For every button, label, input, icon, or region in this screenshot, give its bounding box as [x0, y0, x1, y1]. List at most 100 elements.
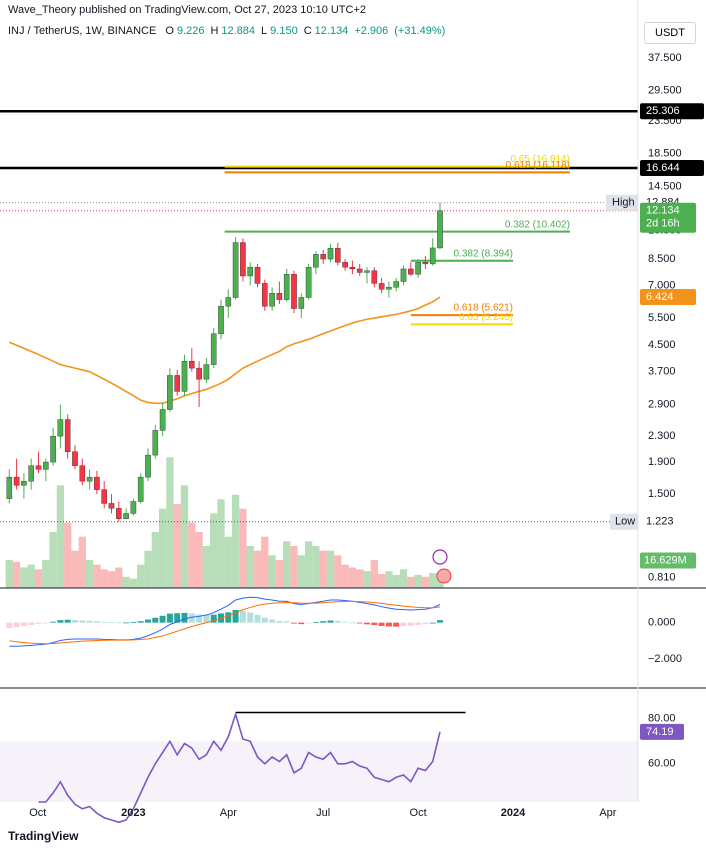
candle-body [225, 297, 232, 307]
volume-bar [49, 532, 57, 588]
candle-body [57, 419, 64, 437]
candle-body [167, 375, 173, 410]
x-tick-label: 2023 [121, 807, 145, 819]
candle-body [79, 465, 86, 482]
candle-body [429, 247, 436, 265]
candle-body [276, 293, 283, 300]
macd-line [9, 596, 441, 647]
volume-bar [93, 564, 101, 588]
candle-body [262, 283, 268, 307]
candle-body [298, 297, 305, 309]
currency-button[interactable]: USDT [644, 22, 696, 44]
candle-body [305, 267, 312, 298]
volume-bar [166, 457, 174, 588]
volume-bar [356, 569, 364, 588]
macd-histogram-bar [320, 621, 327, 623]
macd-histogram-bar [188, 613, 195, 623]
candle-body [123, 513, 129, 519]
candle-body [342, 262, 348, 268]
macd-histogram-bar [210, 614, 217, 623]
candle-body [21, 480, 27, 486]
y-tick-label: 5.500 [648, 312, 676, 324]
x-tick-label: Oct [410, 807, 427, 819]
volume-bar [341, 564, 349, 588]
volume-bar [100, 569, 108, 588]
macd-histogram-bar [130, 622, 137, 623]
volume-bar [12, 561, 21, 588]
volume-bar [268, 555, 276, 588]
volume-bar [334, 555, 342, 588]
volume-bar [399, 569, 408, 588]
candle-body [108, 503, 115, 509]
macd-histogram-bar [342, 621, 349, 623]
candle-body [240, 242, 246, 277]
low-tag-bg [610, 513, 638, 530]
volume-bar [20, 567, 28, 588]
volume-bar [137, 564, 145, 588]
volume-bar [115, 567, 123, 588]
candle-body [283, 274, 290, 300]
volume-bar [27, 564, 35, 588]
macd-histogram-bar [108, 622, 115, 623]
y-tick-label: 1.900 [648, 456, 676, 468]
y-tick-label: 8.500 [648, 253, 676, 265]
volume-bar [188, 522, 196, 588]
volume-bar [421, 576, 430, 588]
macd-histogram-bar [232, 609, 239, 623]
price-badge: 16.644 [646, 162, 680, 174]
candle-body [371, 270, 378, 284]
macd-histogram-bar [115, 622, 122, 624]
volume-bar [363, 571, 371, 588]
candle-body [174, 375, 181, 392]
volume-bar [144, 550, 152, 588]
macd-line [9, 600, 441, 645]
macd-histogram-bar [305, 622, 312, 624]
last-price: 12.134 [646, 205, 680, 217]
legend: INJ / TetherUS, 1W, BINANCE O 9.226 H 12.8… [8, 25, 448, 37]
candle-body [313, 254, 319, 268]
macd-histogram-bar [276, 621, 283, 623]
high-tag: High [612, 197, 635, 209]
footer-logo: TradingView [8, 829, 79, 843]
macd-histogram-bar [86, 620, 93, 623]
volume-bar [414, 574, 422, 588]
macd-histogram-bar [261, 617, 268, 623]
candle-body [335, 248, 341, 263]
candle-body [152, 430, 159, 456]
macd-histogram-bar [166, 613, 173, 623]
symbol: INJ / TetherUS, 1W, BINANCE [8, 25, 157, 37]
countdown: 2d 16h [646, 218, 680, 230]
macd-histogram-bar [385, 622, 392, 627]
volume-bar [107, 571, 116, 588]
macd-histogram-bar [93, 621, 100, 623]
volume-bar [129, 578, 138, 588]
y-tick-label: 37.500 [648, 52, 682, 64]
candle-body [35, 465, 42, 470]
y-tick-label: 7.000 [648, 279, 676, 291]
volume-bar [173, 504, 181, 588]
macd-histogram-bar [254, 614, 261, 623]
low-badge-bg [640, 513, 704, 530]
fib-label: 0.618 (5.621) [454, 303, 514, 314]
volume-bar [385, 571, 393, 588]
volume-bar [239, 508, 247, 588]
candle-body [422, 262, 429, 265]
volume-bar [231, 494, 240, 588]
candle-body [145, 454, 151, 478]
candle-body [64, 419, 71, 452]
macd-histogram-bar [400, 622, 407, 627]
macd-histogram-bar [393, 622, 400, 627]
macd-histogram-bar [72, 619, 78, 623]
macd-histogram-bar [283, 621, 290, 623]
macd-histogram-bar [437, 620, 443, 623]
macd-histogram-bar [50, 621, 57, 623]
ohlc-value: 12.884 [221, 25, 256, 37]
volume-bar [319, 550, 327, 588]
rsi-badge: 74.19 [646, 726, 674, 738]
candle-body [115, 508, 122, 519]
candle-body [101, 489, 107, 504]
candle-body [28, 465, 35, 482]
macd-histogram-bar [123, 622, 130, 624]
candle-body [254, 267, 261, 284]
